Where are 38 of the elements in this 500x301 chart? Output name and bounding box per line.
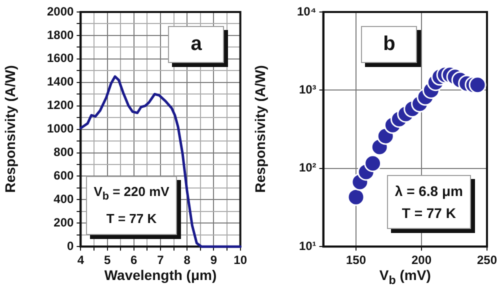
y-tick-label: 1800 [46, 28, 74, 42]
x-tick-label: 4 [77, 253, 84, 268]
x-tick-label: 6 [130, 253, 138, 268]
y-tick-label: 1400 [46, 74, 74, 89]
y-tick-label: 2000 [46, 4, 74, 18]
y-tick-label: 10² [298, 160, 316, 175]
y-axis-title: Responsivity (A/W) [252, 66, 268, 194]
y-tick-label: 10³ [298, 82, 316, 97]
x-tick-label: 200 [411, 253, 432, 268]
y-tick-label: 1600 [46, 51, 74, 66]
annotation: λ = 6.8 μm [394, 182, 463, 201]
annotation: b [361, 26, 418, 63]
x-tick-label: 10 [234, 253, 248, 268]
y-tick-label: 10⁴ [296, 4, 316, 18]
point [364, 154, 382, 172]
y-tick-label: 800 [54, 145, 74, 160]
x-tick-label: 150 [346, 253, 366, 268]
y-tick-label: 10¹ [298, 238, 316, 253]
annotation: V$_{b}$ = 220 mV [94, 183, 170, 205]
y-tick-label: 400 [54, 192, 74, 206]
point [347, 188, 365, 206]
annotation: T = 77 K [105, 210, 158, 228]
x-tick-label: 7 [157, 253, 164, 268]
y-tick-label: 1200 [46, 98, 74, 112]
x-tick-label: 8 [184, 253, 191, 268]
x-axis-title: V$_{b}$ (mV) [379, 266, 431, 286]
x-tick-label: 9 [210, 253, 218, 268]
y-axis-title: Responsivity (A/W) [2, 66, 18, 194]
y-tick-label: 1000 [46, 122, 74, 136]
x-tick-label: 5 [104, 253, 111, 268]
x-tick-label: 250 [476, 253, 498, 268]
annotation: T = 77 K [400, 204, 457, 223]
y-tick-label: 0 [67, 238, 74, 253]
x-axis-title: Wavelength (μm) [104, 266, 217, 283]
annotation: a [168, 26, 224, 63]
y-tick-label: 200 [54, 215, 74, 230]
point [468, 76, 486, 94]
y-tick-label: 600 [54, 168, 74, 183]
